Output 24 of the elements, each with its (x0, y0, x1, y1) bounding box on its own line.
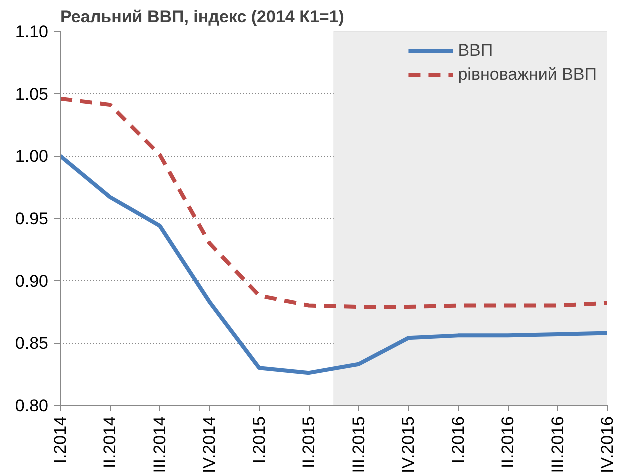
y-tick-label: 0.95 (15, 210, 49, 228)
x-tick-label: III.2014 (150, 416, 170, 474)
x-tick-label: IV.2016 (598, 416, 617, 474)
y-tick-label: 1.00 (15, 147, 49, 166)
y-tick-label: 0.90 (15, 272, 49, 291)
y-tick-label: 0.80 (15, 396, 49, 416)
legend-label: рівноважний ВВП (458, 65, 597, 85)
x-tick-label: IV.2014 (200, 416, 220, 474)
x-tick-label: IV.2015 (399, 416, 418, 474)
line-series (60, 96, 608, 310)
legend-label: ВВП (458, 41, 494, 61)
line-series (60, 154, 608, 376)
x-tick-label: I.2016 (448, 416, 468, 464)
x-tick-label: II.2015 (300, 416, 319, 468)
x-tick-label: III.2016 (548, 416, 568, 474)
x-tick-label: I.2014 (51, 416, 70, 464)
y-tick-label: 1.10 (15, 22, 49, 42)
chart-title: Реальний ВВП, індекс (2014 К1=1) (60, 8, 344, 26)
y-tick-label: 0.85 (15, 334, 49, 354)
x-tick-label: III.2015 (349, 416, 368, 474)
x-tick-label: II.2016 (498, 416, 518, 468)
x-tick-label: II.2014 (100, 416, 120, 468)
y-tick-label: 1.05 (15, 84, 49, 104)
x-tick-label: I.2015 (250, 416, 269, 464)
